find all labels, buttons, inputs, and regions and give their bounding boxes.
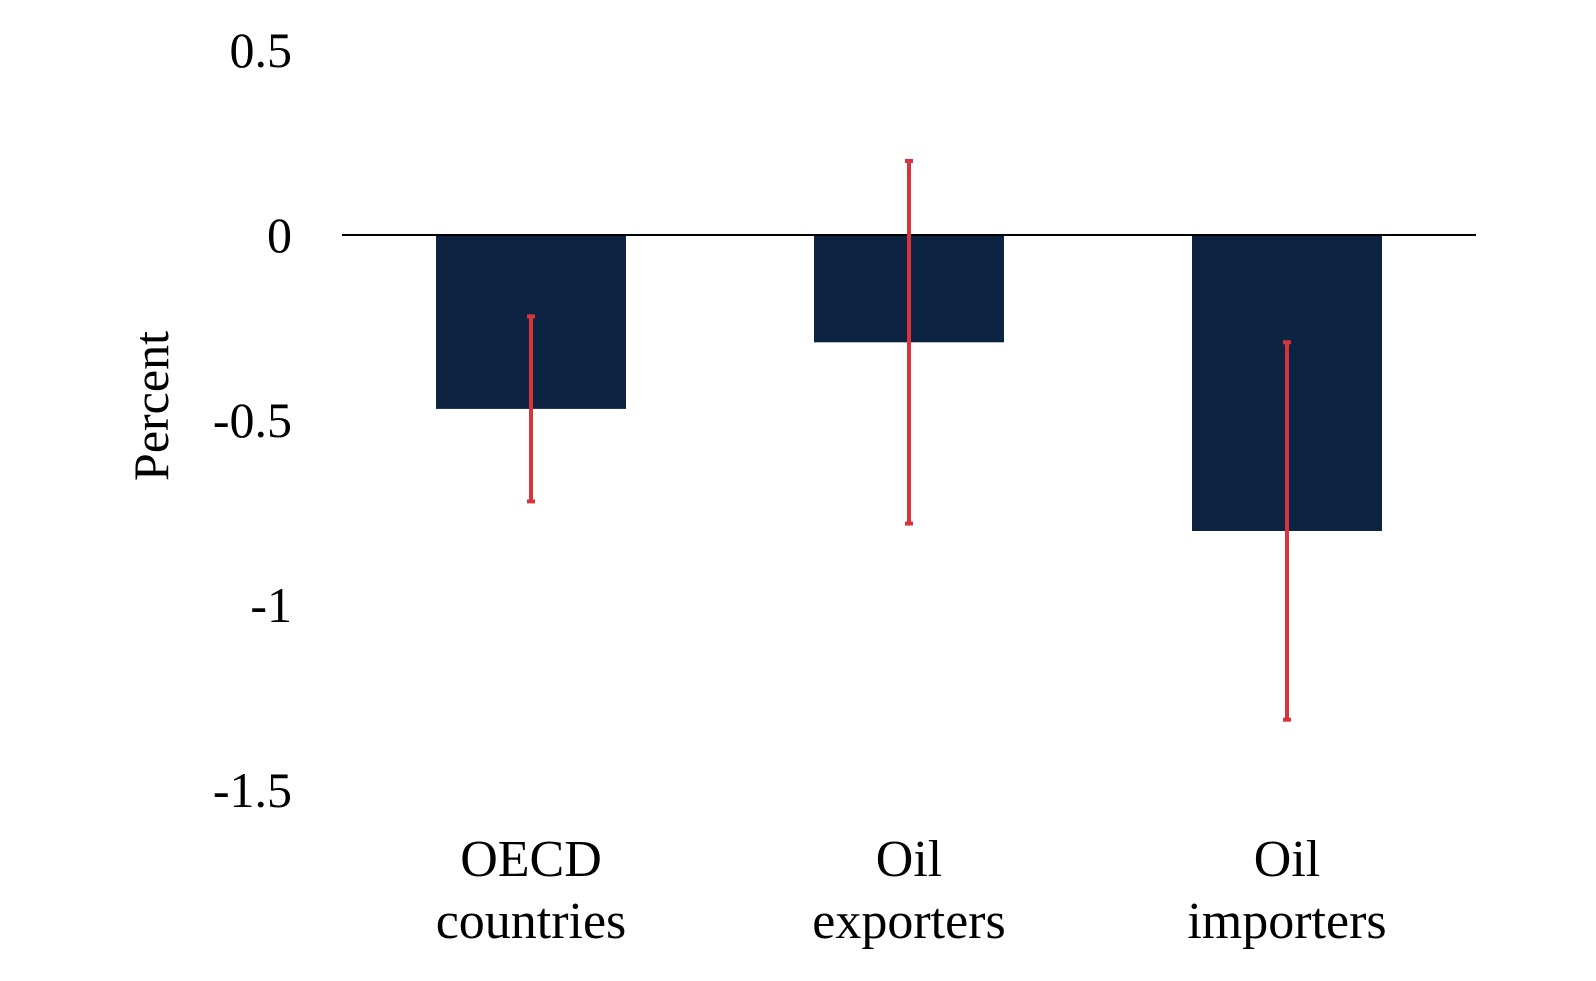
x-category-label: OECD	[460, 831, 602, 888]
y-axis-ticks: 0.5 0 -0.5 -1 -1.5	[213, 22, 292, 818]
y-tick-label: 0.5	[230, 22, 293, 78]
error-bar	[905, 159, 913, 526]
error-bar	[1283, 340, 1291, 722]
error-bar	[527, 314, 535, 504]
y-tick-label: 0	[267, 207, 292, 263]
x-category-label: importers	[1187, 893, 1386, 950]
y-tick-label: -0.5	[213, 392, 292, 448]
x-category-label: countries	[436, 893, 627, 950]
error-bars	[527, 159, 1291, 722]
x-category-label: Oil	[1254, 831, 1320, 888]
y-tick-label: -1.5	[213, 762, 292, 818]
x-category-label: exporters	[812, 893, 1005, 950]
y-tick-label: -1	[250, 577, 292, 633]
y-axis-title: Percent	[123, 331, 179, 481]
x-category-label: Oil	[876, 831, 942, 888]
